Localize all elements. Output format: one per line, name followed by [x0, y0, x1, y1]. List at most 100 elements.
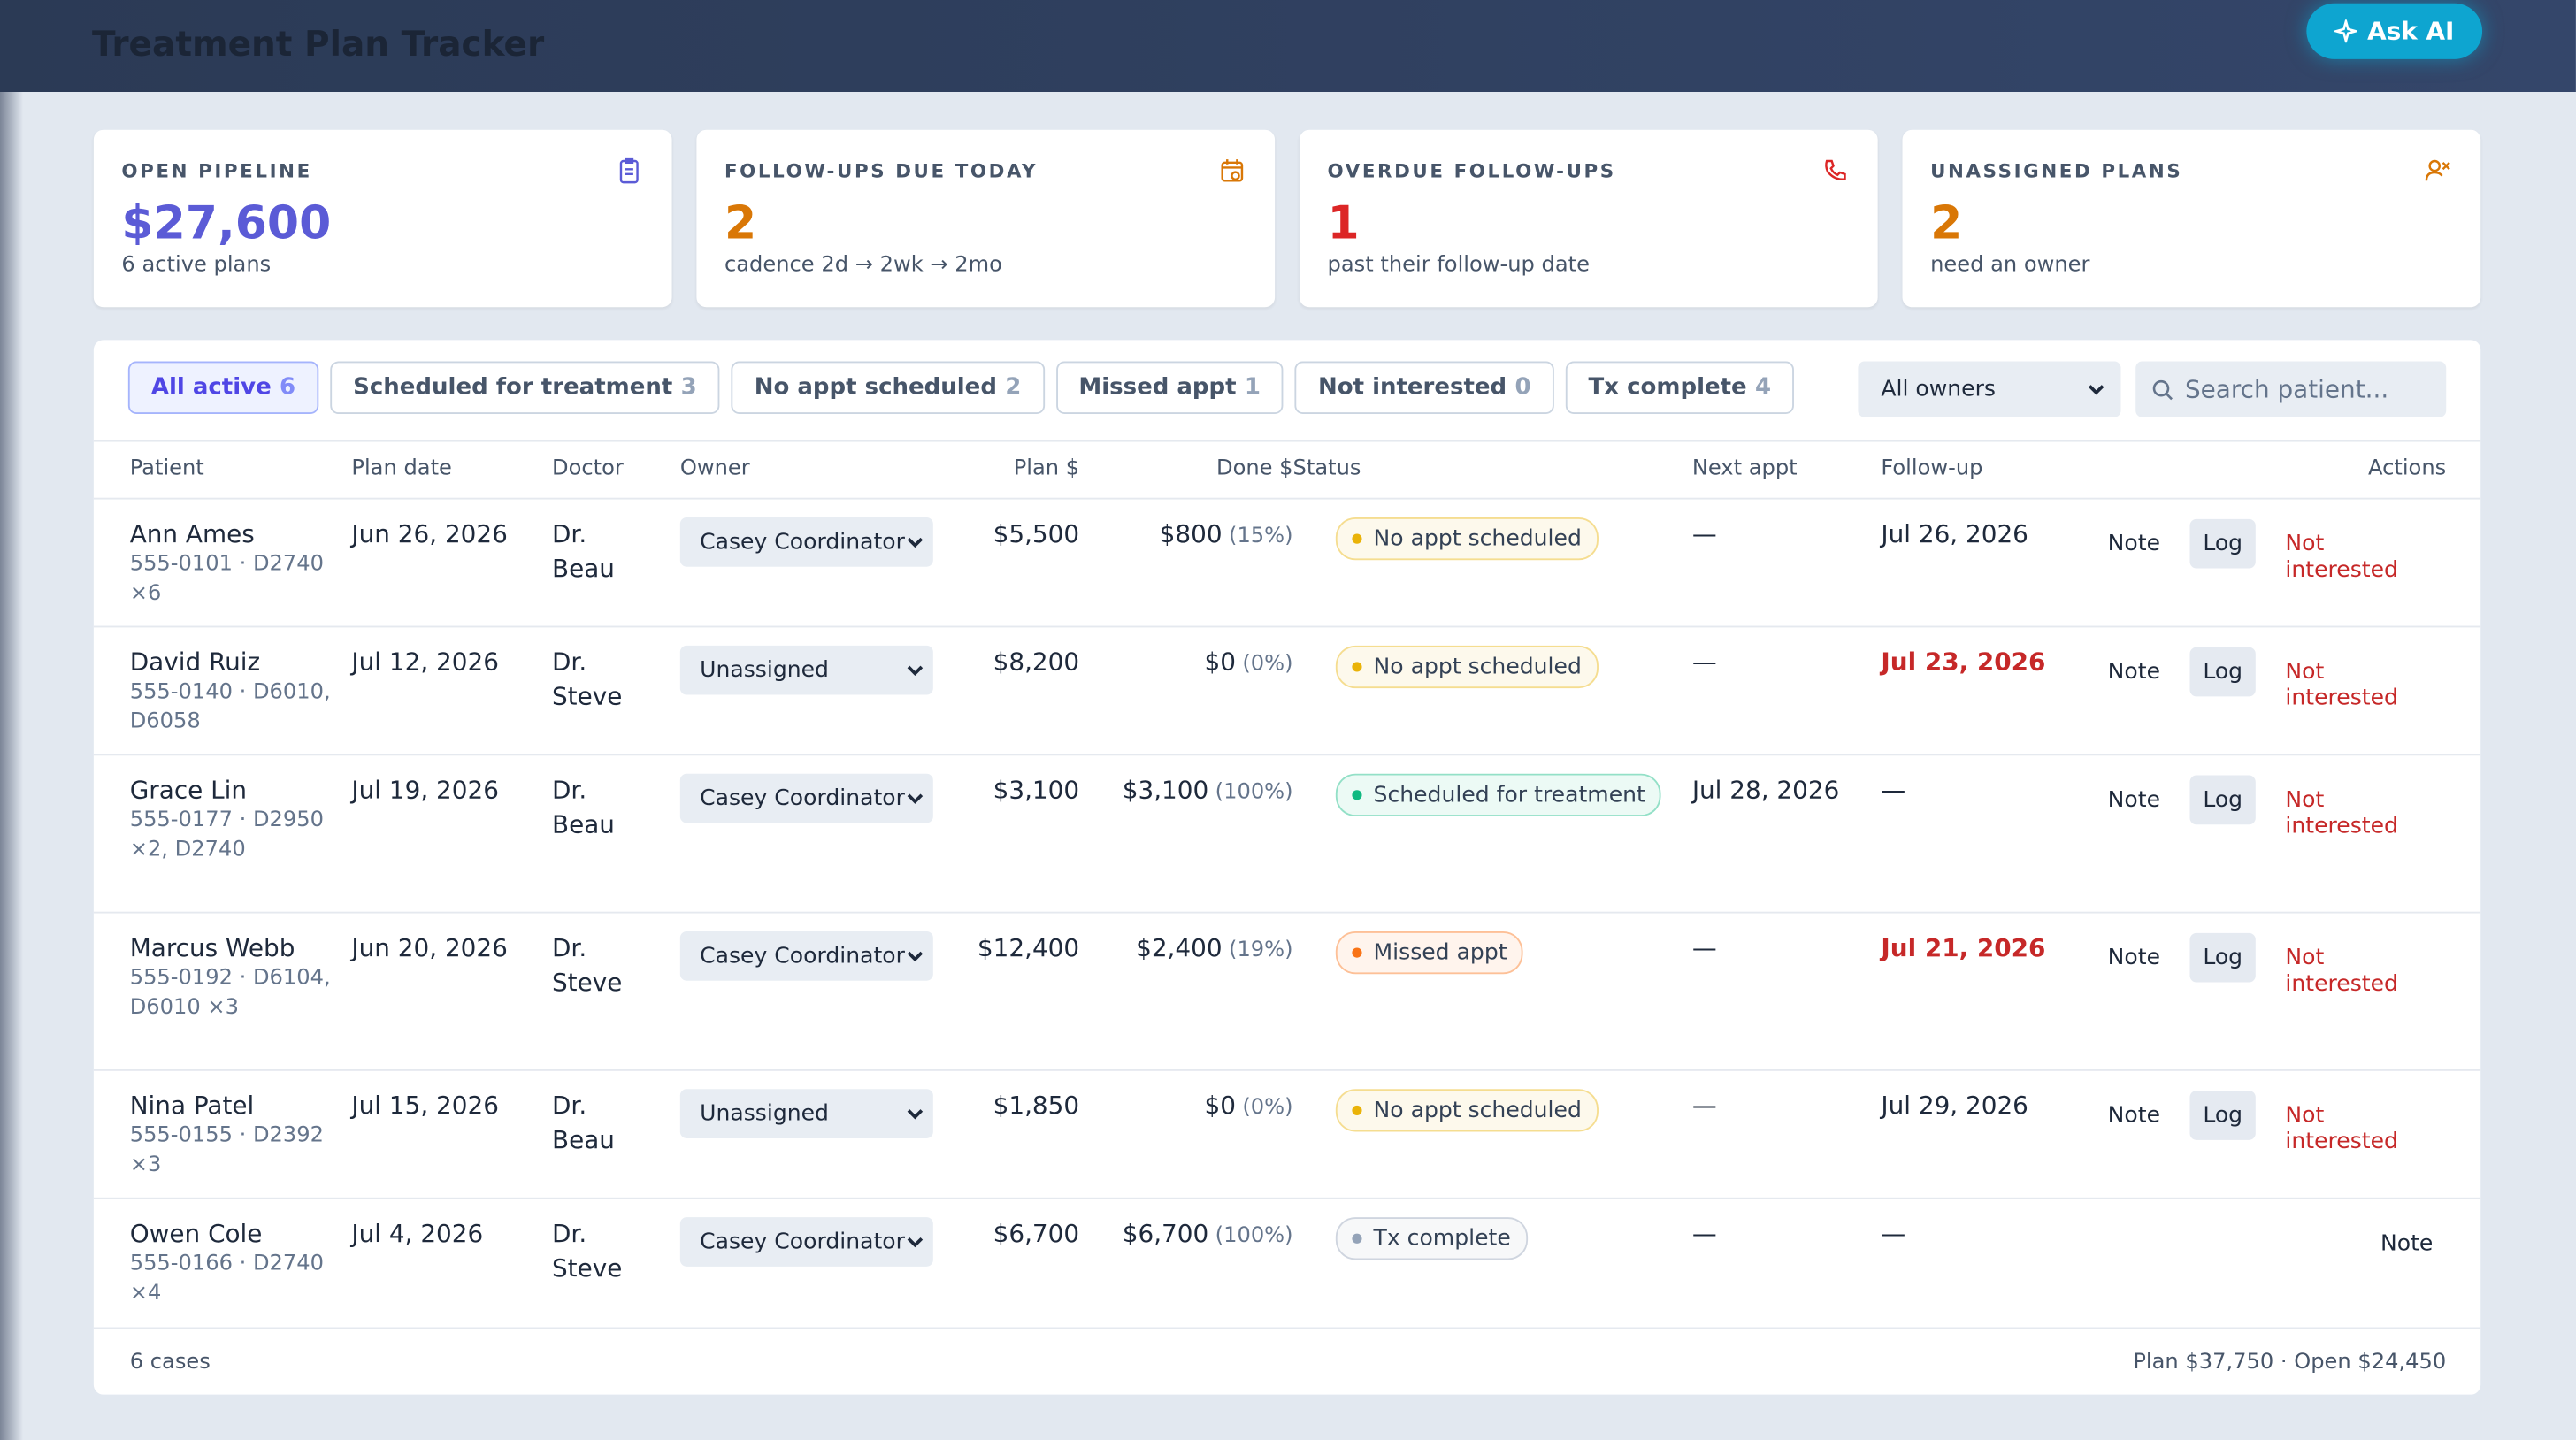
column-header: Done $	[1215, 456, 1293, 482]
actions: Note Log Not interested	[2095, 755, 2446, 911]
status-dot	[1352, 790, 1362, 800]
action-button[interactable]: Not interested	[2285, 530, 2398, 584]
action-button[interactable]: Not interested	[2285, 1102, 2398, 1155]
status-cell: No appt scheduled	[1293, 627, 1692, 754]
column-header: Status	[1292, 456, 1361, 482]
done-percent: (100%)	[1215, 780, 1293, 805]
ask-ai-button[interactable]: Ask AI	[2306, 3, 2483, 59]
filter-chip[interactable]: No appt scheduled 2	[731, 361, 1045, 414]
filter-chip[interactable]: Not interested 0	[1294, 361, 1554, 414]
plan-amount: $12,400	[977, 932, 1080, 963]
owner-select[interactable]: Casey Coordinator	[679, 1217, 933, 1267]
action-button[interactable]: Not interested	[2285, 658, 2398, 712]
owner-select[interactable]: Casey Coordinator	[679, 773, 933, 823]
plan-date: Jul 19, 2026	[351, 775, 499, 805]
status-dot	[1352, 662, 1362, 672]
card-icon	[1825, 159, 1846, 180]
action-button[interactable]: Log	[2189, 932, 2256, 983]
action-button[interactable]: Log	[2189, 518, 2256, 569]
search-box[interactable]: Search patient...	[2135, 361, 2447, 417]
done-percent: (100%)	[1215, 1223, 1293, 1249]
patient-details: 555-0140 · D6010, D6058	[129, 679, 331, 735]
action-button[interactable]: Note	[2107, 1102, 2161, 1129]
card-subtext: past their follow-up date	[1327, 252, 1590, 278]
plan-amount: $3,100	[993, 775, 1080, 805]
owner-cell: Casey Coordinator	[679, 755, 960, 911]
follow-up: —	[1881, 1218, 1906, 1249]
done-cell: $0 (0%)	[1079, 1071, 1292, 1198]
action-button[interactable]: Note	[2107, 658, 2161, 686]
done-cell: $6,700 (100%)	[1079, 1199, 1293, 1326]
owner-select[interactable]: Casey Coordinator	[679, 517, 933, 567]
follow-up: Jul 23, 2026	[1881, 647, 2046, 678]
status-text: Scheduled for treatment	[1373, 781, 1645, 808]
patient-cell: Marcus Webb 555-0192 · D6104, D6010 ×3	[130, 914, 352, 1069]
column-header: Next appt	[1691, 456, 1798, 482]
table-row: Ann Ames 555-0101 · D2740 ×6 Jun 26, 2026 D…	[93, 497, 2481, 626]
plan-amount: $8,200	[993, 647, 1080, 678]
chevron	[907, 665, 924, 677]
owner-cell: Casey Coordinator	[679, 914, 960, 1069]
plan-date: Jul 15, 2026	[351, 1091, 499, 1121]
plan-date: Jul 12, 2026	[351, 647, 499, 678]
filter-label: Missed appt	[1078, 374, 1237, 402]
column-header: Plan $	[1013, 456, 1080, 482]
page-title: Treatment Plan Tracker	[91, 24, 545, 65]
card-label: OVERDUE FOLLOW-UPS	[1327, 159, 1616, 183]
follow-up: —	[1881, 775, 1906, 805]
owner-filter[interactable]: All owners	[1858, 361, 2121, 417]
column-header: Follow-up	[1881, 456, 1983, 482]
ask-ai-label: Ask AI	[2367, 16, 2455, 46]
patient-cell: David Ruiz 555-0140 · D6010, D6058	[130, 627, 352, 754]
action-button[interactable]: Not interested	[2285, 944, 2398, 998]
actions: Note Log Not interested	[2095, 627, 2446, 754]
chevron	[907, 1237, 924, 1248]
filter-chip[interactable]: Missed appt 1	[1055, 361, 1284, 414]
case-count: 6 cases	[129, 1350, 211, 1375]
patient-details: 555-0155 · D2392 ×3	[129, 1123, 325, 1178]
filter-count: 2	[1005, 374, 1022, 402]
owner-value: Casey Coordinator	[700, 785, 905, 812]
owner-cell: Unassigned	[679, 627, 960, 754]
action-button[interactable]: Note	[2107, 944, 2161, 971]
filter-chip[interactable]: Scheduled for treatment 3	[330, 361, 720, 414]
summary-card: FOLLOW-UPS DUE TODAY 2 cadence 2d → 2wk → …	[696, 129, 1276, 308]
action-button[interactable]: Note	[2380, 1229, 2434, 1257]
action-button[interactable]: Note	[2107, 786, 2161, 814]
card-label: FOLLOW-UPS DUE TODAY	[724, 159, 1039, 183]
action-button[interactable]: Log	[2189, 647, 2256, 697]
filter-count: 6	[280, 374, 296, 402]
done-amount: $0	[1204, 1091, 1236, 1121]
action-button[interactable]: Note	[2107, 530, 2161, 557]
filter-chip[interactable]: All active 6	[127, 361, 319, 414]
filter-label: Not interested	[1317, 374, 1507, 402]
filter-label: All active	[150, 374, 272, 402]
column-header: Owner	[679, 456, 750, 482]
status-dot	[1352, 1105, 1362, 1115]
next-appt: Jul 28, 2026	[1691, 775, 1840, 805]
card-subtext: cadence 2d → 2wk → 2mo	[724, 252, 1002, 278]
done-amount: $3,100	[1122, 775, 1209, 805]
status-dot	[1352, 947, 1362, 958]
column-header: Doctor	[551, 456, 624, 482]
filter-chip[interactable]: Tx complete 4	[1565, 361, 1795, 414]
table-row: Marcus Webb 555-0192 · D6104, D6010 ×3 Jun…	[93, 911, 2481, 1069]
action-button[interactable]: Not interested	[2285, 786, 2398, 839]
owner-select[interactable]: Unassigned	[679, 1089, 933, 1138]
owner-select[interactable]: Unassigned	[679, 645, 933, 695]
status-text: No appt scheduled	[1373, 1097, 1582, 1124]
action-button[interactable]: Log	[2189, 775, 2256, 825]
actions: Note Log Not interested	[2095, 500, 2446, 626]
done-amount: $2,400	[1136, 932, 1223, 963]
owner-select[interactable]: Casey Coordinator	[679, 931, 933, 981]
status-text: No appt scheduled	[1373, 525, 1582, 552]
header: Treatment Plan Tracker Ask AI	[0, 0, 2576, 92]
next-appt: —	[1691, 1091, 1717, 1121]
status-cell: No appt scheduled	[1293, 1071, 1692, 1198]
table-footer: 6 cases Plan $37,750 · Open $24,450	[130, 1351, 2447, 1375]
sidebar-edge	[0, 0, 23, 1440]
summary-card: UNASSIGNED PLANS 2 need an owner	[1902, 129, 2481, 308]
action-button[interactable]: Log	[2189, 1091, 2256, 1140]
